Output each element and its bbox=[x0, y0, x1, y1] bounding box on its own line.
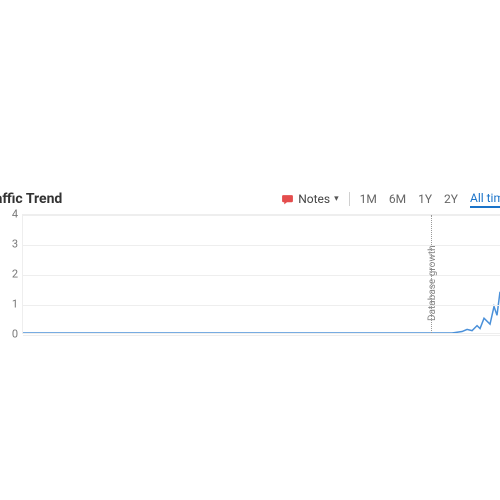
range-1y[interactable]: 1Y bbox=[418, 191, 432, 207]
gridline bbox=[23, 335, 500, 336]
y-tick: 2 bbox=[0, 268, 18, 281]
y-tick: 3 bbox=[0, 238, 18, 251]
notes-label: Notes bbox=[298, 192, 330, 206]
range-2y[interactable]: 2Y bbox=[444, 191, 458, 207]
separator bbox=[349, 192, 350, 206]
traffic-trend-panel: raffic Trend Notes ▾ 1M 6M 1Y 2Y All tim 0 1 2… bbox=[0, 190, 500, 344]
plot-area: Database growth bbox=[22, 214, 500, 334]
annotation-label: Database growth bbox=[427, 245, 438, 321]
panel-controls: Notes ▾ 1M 6M 1Y 2Y All tim bbox=[281, 190, 500, 208]
panel-header: raffic Trend Notes ▾ 1M 6M 1Y 2Y All tim bbox=[0, 190, 500, 214]
time-range-group: 1M 6M 1Y 2Y All tim bbox=[360, 190, 500, 208]
notes-button[interactable]: Notes ▾ bbox=[281, 192, 338, 206]
range-6m[interactable]: 6M bbox=[389, 191, 406, 207]
chevron-down-icon: ▾ bbox=[334, 194, 339, 204]
range-all tim[interactable]: All tim bbox=[470, 190, 500, 208]
range-1m[interactable]: 1M bbox=[360, 191, 377, 207]
panel-title: raffic Trend bbox=[0, 191, 62, 207]
notes-icon bbox=[281, 193, 294, 206]
traffic-chart: 01234 Database growth bbox=[0, 214, 500, 344]
gridline bbox=[23, 215, 500, 216]
y-tick: 4 bbox=[0, 208, 18, 221]
y-tick: 1 bbox=[0, 298, 18, 311]
y-tick: 0 bbox=[0, 328, 18, 341]
